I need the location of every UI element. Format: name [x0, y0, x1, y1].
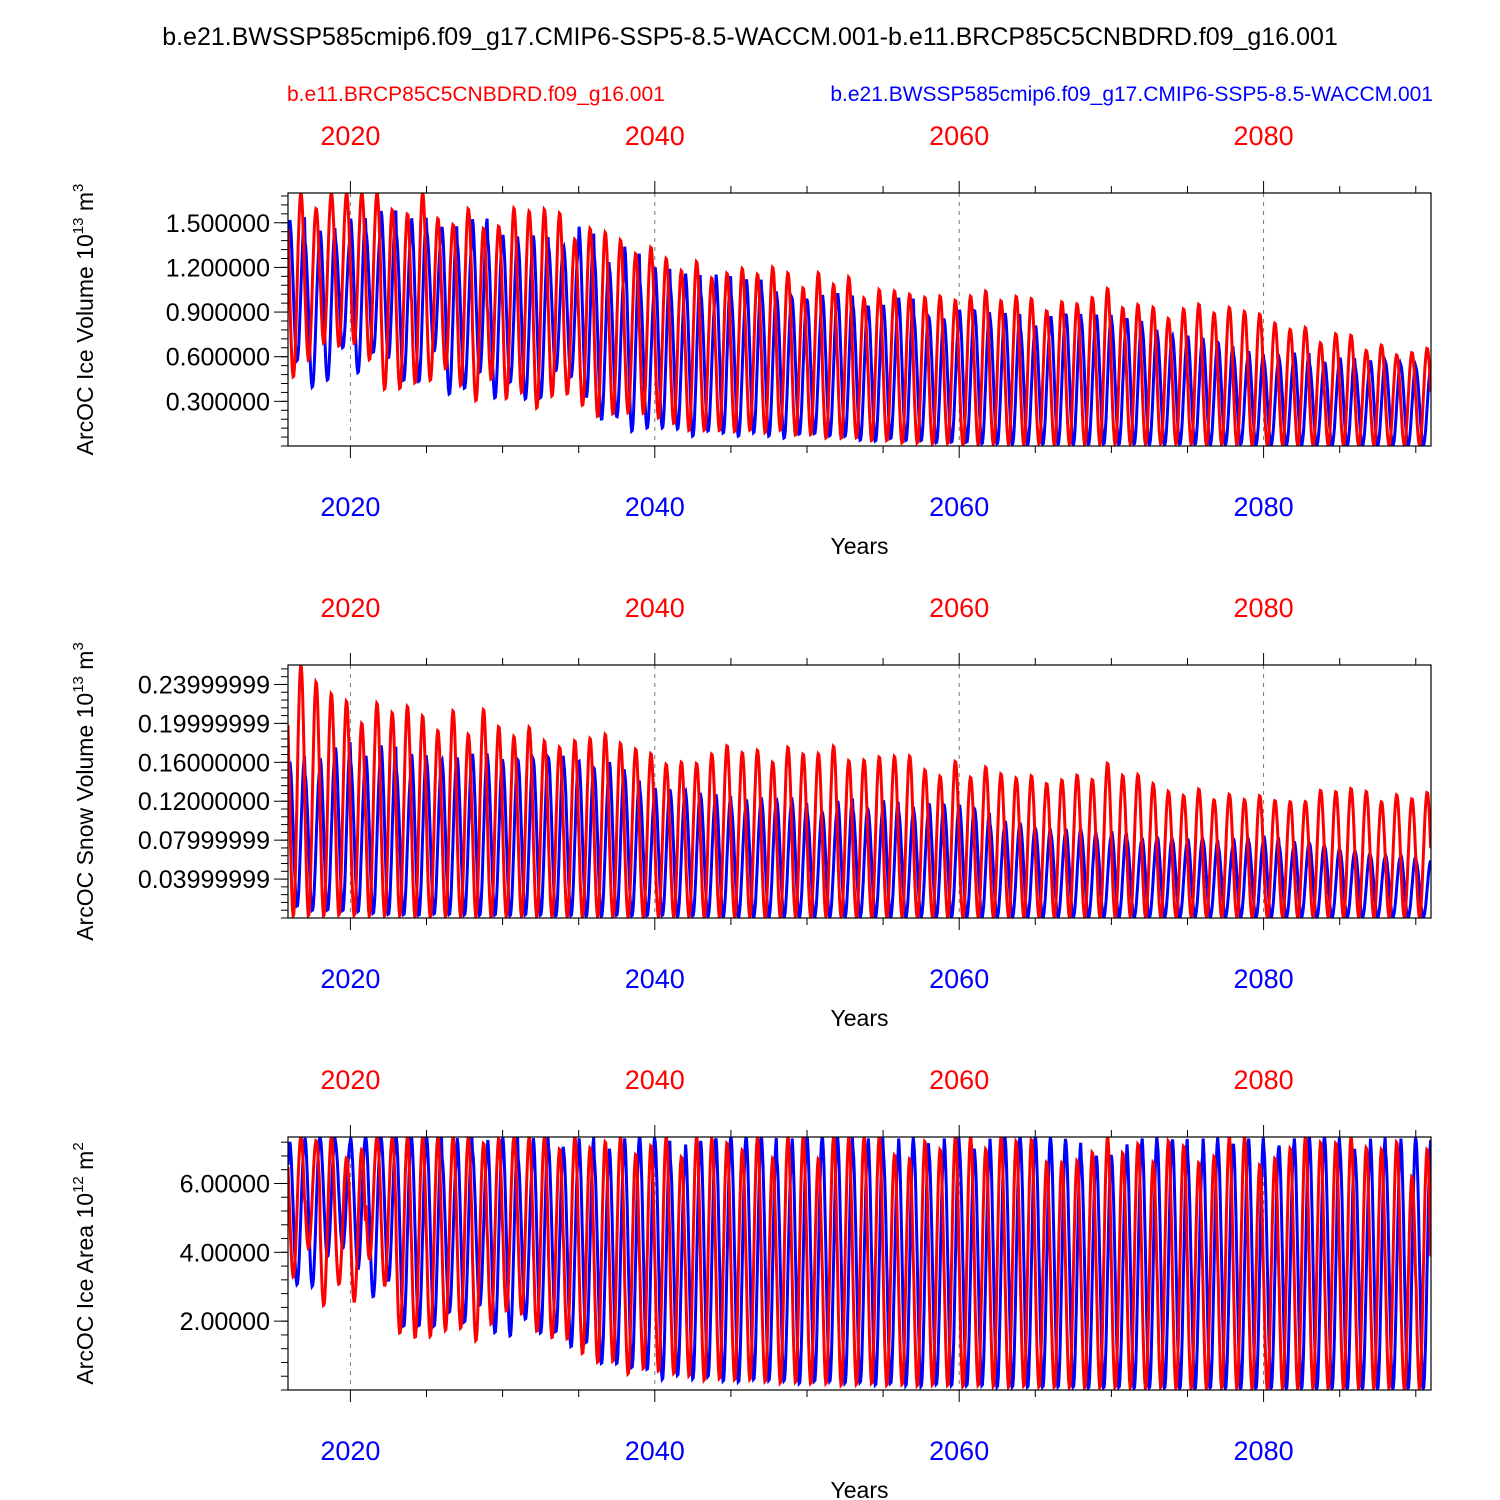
y-tick-label: 4.00000 — [180, 1239, 270, 1267]
series-red-line — [288, 193, 1431, 446]
x-bottom-tick-label: 2040 — [625, 964, 685, 994]
x-top-tick-label: 2020 — [320, 1065, 380, 1095]
x-top-tick-label: 2060 — [929, 1065, 989, 1095]
y-axis-label-exponent: 13 — [70, 676, 87, 693]
x-top-tick-label: 2020 — [320, 593, 380, 623]
y-axis-label-unit: m — [72, 651, 98, 677]
y-tick-label: 0.16000000 — [138, 749, 270, 777]
x-bottom-tick-label: 2040 — [625, 1436, 685, 1466]
x-top-tick-label: 2040 — [625, 593, 685, 623]
plot-frame — [287, 664, 1432, 919]
y-axis-label: ArcOC Ice Area 1012 m2 — [70, 1142, 98, 1384]
y-axis-label-main: ArcOC Ice Area 10 — [72, 1193, 98, 1385]
legend-blue-label: b.e21.BWSSP585cmip6.f09_g17.CMIP6-SSP5-8… — [830, 83, 1433, 106]
y-tick-label: 0.300000 — [166, 388, 270, 416]
x-axis-label: Years — [831, 1005, 889, 1031]
plot-frame — [287, 1136, 1432, 1391]
x-top-tick-label: 2080 — [1234, 1065, 1294, 1095]
x-top-tick-label: 2080 — [1234, 121, 1294, 151]
x-top-tick-label: 2080 — [1234, 593, 1294, 623]
y-tick-label: 0.600000 — [166, 344, 270, 372]
x-bottom-tick-label: 2060 — [929, 492, 989, 522]
y-axis-label-main: ArcOC Ice Volume 10 — [72, 234, 98, 455]
x-bottom-tick-label: 2080 — [1234, 1436, 1294, 1466]
y-tick-label: 0.23999999 — [138, 671, 270, 699]
plot-frame — [287, 192, 1432, 447]
y-tick-label: 0.03999999 — [138, 866, 270, 894]
y-tick-label: 6.00000 — [180, 1170, 270, 1198]
series-red-line — [288, 1137, 1431, 1390]
y-tick-label: 2.00000 — [180, 1308, 270, 1336]
x-top-tick-label: 2060 — [929, 593, 989, 623]
x-top-tick-label: 2060 — [929, 121, 989, 151]
y-axis-label-unit: m — [72, 192, 98, 218]
y-tick-label: 1.200000 — [166, 254, 270, 282]
x-bottom-tick-label: 2080 — [1234, 492, 1294, 522]
x-bottom-tick-label: 2020 — [320, 1436, 380, 1466]
x-top-tick-label: 2020 — [320, 121, 380, 151]
x-top-tick-label: 2040 — [625, 1065, 685, 1095]
x-bottom-tick-label: 2020 — [320, 964, 380, 994]
y-axis-label-unit-exponent: 3 — [70, 184, 87, 192]
x-bottom-tick-label: 2080 — [1234, 964, 1294, 994]
chart-ice-area: 2.00000 4.00000 6.00000 2020 2020 2040 2040 206… — [70, 1065, 1432, 1500]
x-bottom-tick-label: 2060 — [929, 964, 989, 994]
y-tick-label: 0.19999999 — [138, 710, 270, 738]
y-tick-label: 0.07999999 — [138, 827, 270, 855]
y-tick-label: 0.12000000 — [138, 788, 270, 816]
y-axis-label-unit: m — [72, 1151, 98, 1177]
x-bottom-tick-label: 2020 — [320, 492, 380, 522]
x-bottom-tick-label: 2040 — [625, 492, 685, 522]
x-top-tick-label: 2040 — [625, 121, 685, 151]
y-axis-label: ArcOC Ice Volume 1013 m3 — [70, 184, 98, 456]
legend-red-label: b.e11.BRCP85C5CNBDRD.f09_g16.001 — [287, 83, 665, 106]
y-axis-label-unit-exponent: 2 — [70, 1142, 87, 1150]
y-axis-label: ArcOC Snow Volume 1013 m3 — [70, 642, 98, 941]
x-axis-label: Years — [831, 533, 889, 559]
series-red-line — [288, 665, 1431, 918]
y-tick-label: 0.900000 — [166, 299, 270, 327]
y-axis-label-exponent: 12 — [70, 1176, 87, 1193]
figure-title: b.e21.BWSSP585cmip6.f09_g17.CMIP6-SSP5-8… — [162, 23, 1338, 51]
chart-snow-volume: 0.03999999 0.07999999 0.12000000 0.16000000… — [70, 593, 1432, 1031]
y-axis-label-main: ArcOC Snow Volume 10 — [72, 693, 98, 941]
chart-ice-volume: 0.300000 0.600000 0.900000 1.200000 1.500000… — [70, 121, 1432, 559]
x-bottom-tick-label: 2060 — [929, 1436, 989, 1466]
y-axis-label-unit-exponent: 3 — [70, 642, 87, 650]
y-tick-label: 1.500000 — [166, 210, 270, 238]
y-axis-label-exponent: 13 — [70, 218, 87, 235]
x-axis-label: Years — [831, 1477, 889, 1500]
